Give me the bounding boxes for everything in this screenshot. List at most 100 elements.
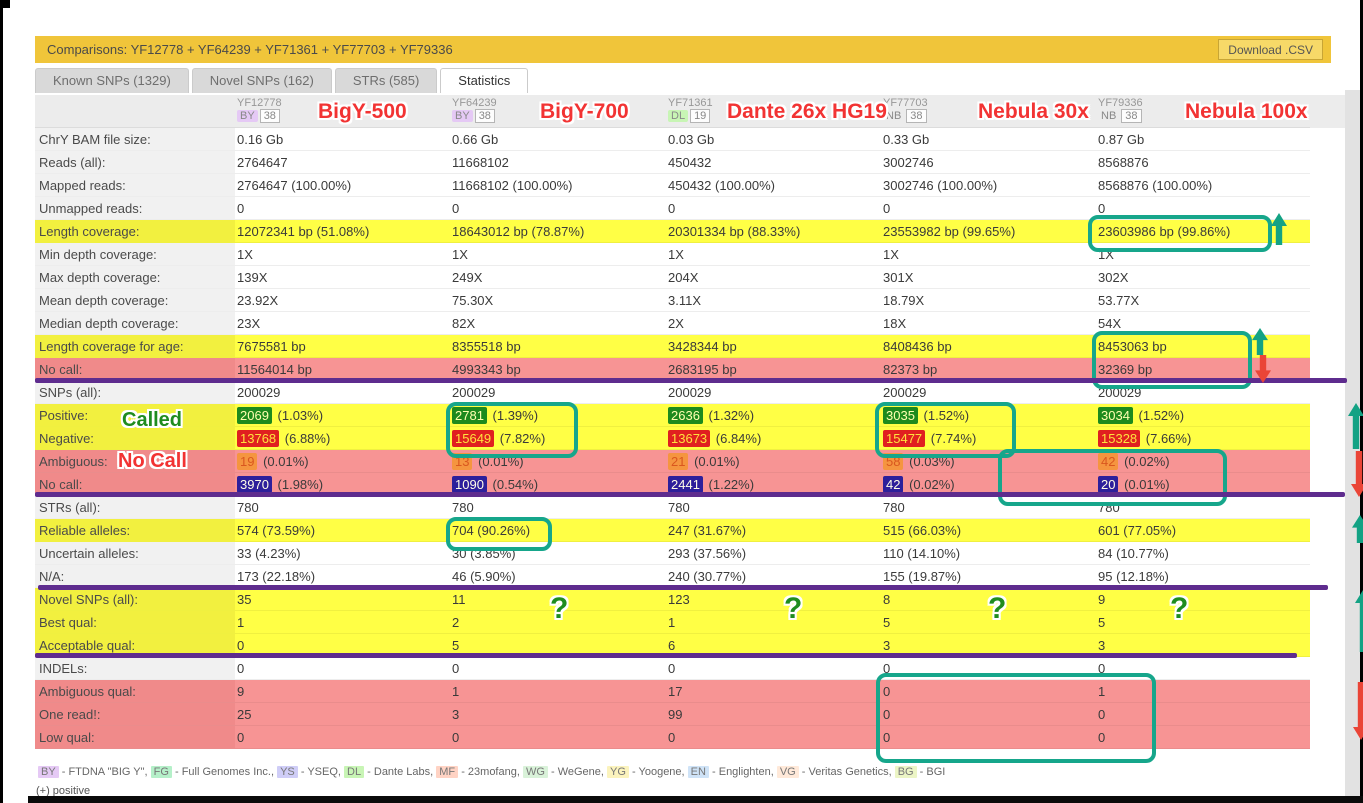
tab-known-snps-1329[interactable]: Known SNPs (1329) <box>35 68 189 93</box>
table-cell: 18X <box>881 312 1096 334</box>
table-cell: 0 <box>1096 657 1310 679</box>
stats-table: YF12778BY38YF64239BY38YF71361DL19YF77703… <box>35 95 1310 749</box>
row-label: Length coverage for age: <box>35 335 235 357</box>
table-row: Positive:2069 (1.03%)2781 (1.39%)2636 (1… <box>35 404 1310 427</box>
table-cell: 2069 (1.03%) <box>235 404 450 426</box>
table-row: Best qual:12155 <box>35 611 1310 634</box>
lab-badge: BY <box>237 110 258 122</box>
table-cell: 23553982 bp (99.65%) <box>881 220 1096 242</box>
row-label: Unmapped reads: <box>35 197 235 219</box>
table-cell: 18643012 bp (78.87%) <box>450 220 666 242</box>
left-border <box>0 0 3 803</box>
table-cell: 450432 (100.00%) <box>666 174 881 196</box>
negative-count-badge: 13768 <box>237 430 279 447</box>
table-cell: 32369 bp <box>1096 358 1310 380</box>
table-cell: 450432 <box>666 151 881 173</box>
table-row: N/A:173 (22.18%)46 (5.90%)240 (30.77%)15… <box>35 565 1310 588</box>
table-cell: 6 <box>666 634 881 656</box>
table-row: Acceptable qual:05633 <box>35 634 1310 657</box>
table-cell: 0 <box>450 726 666 748</box>
bottom-bar <box>28 796 1363 803</box>
table-cell: 200029 <box>1096 381 1310 403</box>
lab-badge: NB <box>1098 110 1119 122</box>
table-cell: 1X <box>666 243 881 265</box>
column-header-yf64239: YF64239BY38 <box>450 95 666 127</box>
table-cell: 240 (30.77%) <box>666 565 881 587</box>
table-cell: 19 (0.01%) <box>235 450 450 472</box>
table-cell: 99 <box>666 703 881 725</box>
table-cell: 11564014 bp <box>235 358 450 380</box>
table-cell: 11668102 <box>450 151 666 173</box>
row-label: Reliable alleles: <box>35 519 235 541</box>
table-cell: 123 <box>666 588 881 610</box>
row-label: Mean depth coverage: <box>35 289 235 311</box>
table-cell: 0 <box>666 726 881 748</box>
lab-badge: NB <box>883 110 904 122</box>
legend-code-badge: BG <box>895 766 917 778</box>
table-cell: 0.33 Gb <box>881 128 1096 150</box>
row-label: One read!: <box>35 703 235 725</box>
table-cell: 200029 <box>450 381 666 403</box>
table-cell: 23X <box>235 312 450 334</box>
build-badge: 19 <box>690 109 710 123</box>
ambiguous-count-badge: 42 <box>1098 453 1118 470</box>
table-cell: 139X <box>235 266 450 288</box>
header-label-cell <box>35 95 235 127</box>
table-cell: 5 <box>881 611 1096 633</box>
table-cell: 0 <box>1096 726 1310 748</box>
table-cell: 11 <box>450 588 666 610</box>
lab-badge: BY <box>452 110 473 122</box>
nocall-count-badge: 2441 <box>668 476 703 493</box>
table-cell: 155 (19.87%) <box>881 565 1096 587</box>
table-cell: 15477 (7.74%) <box>881 427 1096 449</box>
table-header-row: YF12778BY38YF64239BY38YF71361DL19YF77703… <box>35 95 1310 128</box>
table-cell: 9 <box>235 680 450 702</box>
sample-badges: DL19 <box>668 109 881 122</box>
row-label: Acceptable qual: <box>35 634 235 656</box>
table-cell: 13768 (6.88%) <box>235 427 450 449</box>
row-label: Ambiguous qual: <box>35 680 235 702</box>
table-cell: 780 <box>1096 496 1310 518</box>
table-cell: 3034 (1.52%) <box>1096 404 1310 426</box>
table-cell: 8355518 bp <box>450 335 666 357</box>
table-cell: 2764647 (100.00%) <box>235 174 450 196</box>
negative-count-badge: 15649 <box>452 430 494 447</box>
table-cell: 247 (31.67%) <box>666 519 881 541</box>
table-cell: 301X <box>881 266 1096 288</box>
tab-strs-585[interactable]: STRs (585) <box>335 68 437 93</box>
table-cell: 0 <box>666 657 881 679</box>
table-cell: 780 <box>235 496 450 518</box>
table-cell: 4993343 bp <box>450 358 666 380</box>
table-cell: 15328 (7.66%) <box>1096 427 1310 449</box>
table-row: SNPs (all):20002920002920002920002920002… <box>35 381 1310 404</box>
table-cell: 20301334 bp (88.33%) <box>666 220 881 242</box>
table-cell: 0 <box>235 726 450 748</box>
sample-id: YF12778 <box>237 95 450 109</box>
legend-code-badge: EN <box>688 766 709 778</box>
table-cell: 704 (90.26%) <box>450 519 666 541</box>
table-row: STRs (all):780780780780780 <box>35 496 1310 519</box>
download-csv-button[interactable]: Download .CSV <box>1218 39 1323 60</box>
row-label: Length coverage: <box>35 220 235 242</box>
legend-item: FG - Full Genomes Inc., <box>151 766 277 778</box>
tab-statistics[interactable]: Statistics <box>440 68 528 93</box>
table-cell: 58 (0.03%) <box>881 450 1096 472</box>
tab-novel-snps-162[interactable]: Novel SNPs (162) <box>192 68 332 93</box>
table-cell: 0 <box>881 726 1096 748</box>
table-row: Ambiguous qual:911701 <box>35 680 1310 703</box>
table-cell: 3970 (1.98%) <box>235 473 450 495</box>
table-cell: 25 <box>235 703 450 725</box>
table-cell: 200029 <box>666 381 881 403</box>
table-cell: 95 (12.18%) <box>1096 565 1310 587</box>
table-cell: 9 <box>1096 588 1310 610</box>
table-cell: 200029 <box>881 381 1096 403</box>
table-cell: 0 <box>881 657 1096 679</box>
row-label: No call: <box>35 358 235 380</box>
table-cell: 1X <box>450 243 666 265</box>
table-row: One read!:2539900 <box>35 703 1310 726</box>
table-cell: 3035 (1.52%) <box>881 404 1096 426</box>
table-cell: 53.77X <box>1096 289 1310 311</box>
sample-id: YF71361 <box>668 95 881 109</box>
table-cell: 42 (0.02%) <box>1096 450 1310 472</box>
table-cell: 2764647 <box>235 151 450 173</box>
